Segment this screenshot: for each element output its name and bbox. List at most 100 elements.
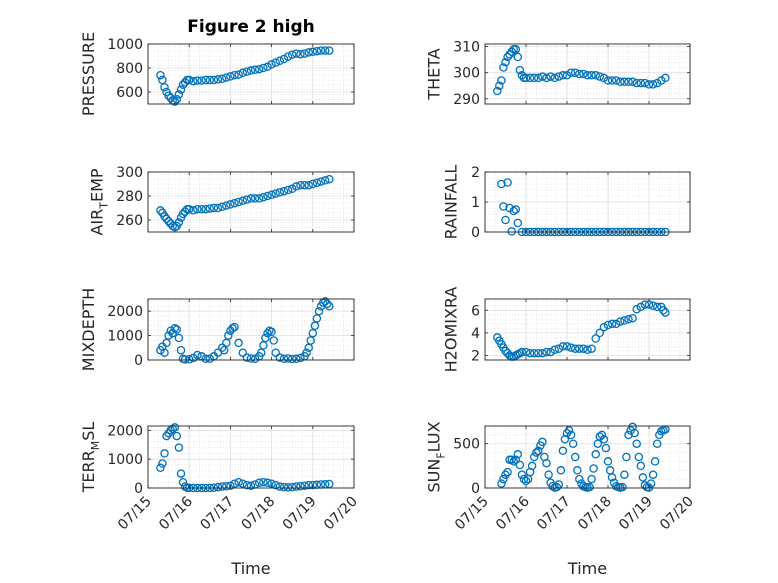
data-point [320, 176, 330, 185]
data-point [503, 178, 512, 187]
data-point [634, 452, 644, 462]
y-tick-label: 1000 [107, 37, 143, 53]
axes-frame [484, 43, 691, 105]
data-point [184, 204, 194, 214]
data-point [570, 68, 580, 77]
data-point [180, 207, 190, 216]
data-point [513, 450, 523, 459]
data-point [652, 439, 662, 448]
data-point [300, 180, 309, 190]
data-point [178, 80, 188, 90]
data-point [271, 58, 280, 67]
data-point [246, 481, 256, 490]
data-point [501, 58, 510, 67]
data-point [217, 482, 227, 491]
data-point [283, 483, 293, 492]
data-point [499, 63, 508, 72]
data-point [275, 482, 285, 491]
data-point [156, 463, 165, 473]
data-point [632, 78, 641, 88]
data-point [292, 182, 301, 191]
data-point [513, 218, 523, 228]
data-point [279, 186, 289, 196]
data-point [164, 331, 173, 340]
data-point [499, 474, 508, 484]
data-point [267, 60, 276, 69]
data-point [527, 461, 537, 471]
data-point [234, 338, 243, 348]
data-point [521, 73, 531, 83]
y-tick-label: 260 [116, 213, 143, 229]
data-point [234, 197, 243, 207]
data-point [661, 73, 670, 83]
data-point [562, 342, 572, 351]
data-point [164, 216, 173, 226]
data-point [554, 344, 564, 353]
series-points [156, 46, 334, 106]
x-tick-label: 07/18 [575, 494, 615, 534]
y-axis-label: MIXDEPTH [79, 288, 98, 371]
data-point [160, 82, 169, 92]
data-point [650, 457, 660, 466]
data-point [312, 46, 322, 56]
data-point [201, 75, 210, 85]
data-point [575, 474, 584, 484]
data-point [279, 54, 289, 64]
data-point [558, 446, 568, 456]
data-point [238, 68, 248, 78]
data-point [611, 319, 621, 329]
series-points [497, 422, 670, 492]
series-points [156, 297, 334, 364]
y-axis-label: SUNFLUX [425, 421, 448, 492]
data-point [661, 308, 670, 317]
data-point [509, 206, 518, 216]
data-point [630, 428, 639, 438]
data-point [603, 320, 613, 330]
data-point [209, 75, 219, 85]
data-point [230, 70, 239, 80]
axes-frame [484, 298, 691, 361]
data-point [316, 177, 326, 186]
subplot-8: 0 500 07/15 07/16 07/17 07/18 07/19 07/20 Time SU… [425, 421, 697, 578]
data-point [279, 354, 289, 364]
data-point [312, 178, 322, 188]
x-tick-label: 07/16 [493, 493, 533, 533]
data-point [259, 477, 268, 487]
data-point [552, 482, 562, 492]
data-point [193, 76, 202, 85]
data-point [250, 65, 260, 75]
data-point [308, 47, 318, 57]
axes-frame [147, 298, 355, 361]
y-tick-label: 2000 [107, 423, 143, 439]
data-point [296, 49, 305, 59]
data-point [515, 460, 525, 470]
data-point [304, 480, 313, 490]
data-point [542, 73, 551, 83]
data-point [271, 189, 280, 198]
y-tick-label: 2 [471, 348, 480, 364]
data-point [158, 459, 167, 468]
data-point [242, 67, 252, 76]
data-point [497, 76, 506, 85]
x-axis-label: Time [230, 559, 270, 578]
data-point [519, 474, 529, 484]
data-point [620, 316, 629, 325]
data-point [246, 66, 256, 75]
data-point [283, 354, 293, 363]
data-point [160, 348, 169, 357]
data-point [205, 204, 215, 213]
data-point [616, 77, 625, 87]
data-point [603, 76, 613, 85]
y-tick-label: 800 [116, 61, 143, 77]
data-point [296, 180, 305, 190]
data-point [503, 467, 512, 477]
data-point [534, 446, 543, 456]
data-point [503, 52, 512, 62]
y-axis-label: PRESSURE [79, 32, 98, 116]
data-point [174, 333, 184, 343]
data-point [525, 73, 535, 83]
data-point [566, 343, 576, 352]
data-point [316, 46, 326, 55]
data-point [174, 90, 184, 99]
